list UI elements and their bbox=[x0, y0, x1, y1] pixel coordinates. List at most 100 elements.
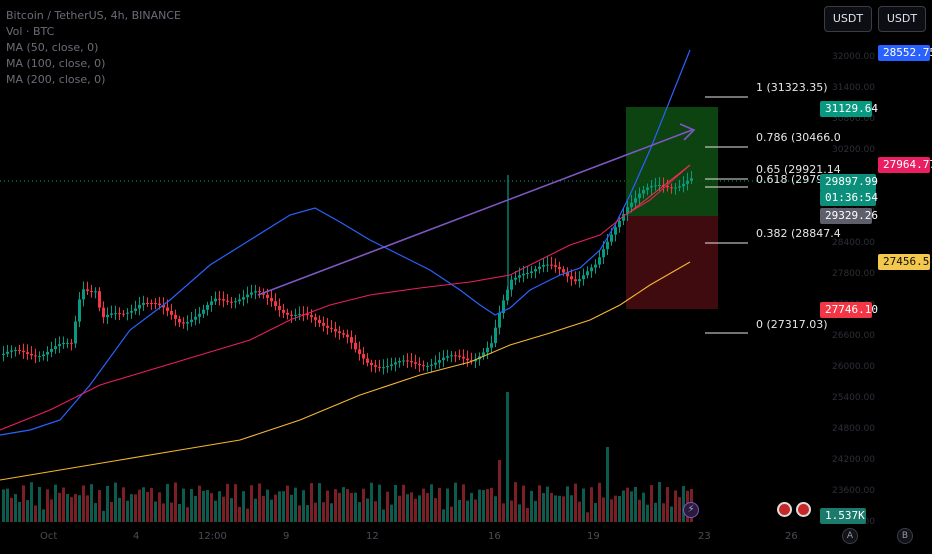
lightning-icon[interactable]: ⚡ bbox=[683, 502, 699, 518]
volume-bar bbox=[638, 499, 641, 522]
volume-bar bbox=[234, 484, 237, 522]
candle-body bbox=[238, 299, 241, 302]
candle-body bbox=[78, 299, 81, 322]
volume-bar bbox=[22, 485, 25, 522]
candle-body bbox=[422, 365, 425, 367]
candle-body bbox=[342, 333, 345, 335]
candle-body bbox=[62, 342, 65, 345]
candle-body bbox=[14, 350, 17, 352]
axis-label: 27800.00 bbox=[832, 269, 875, 279]
volume-bar bbox=[218, 491, 221, 522]
price-tag-top: 28552.75 bbox=[878, 45, 932, 61]
ma200-line[interactable] bbox=[0, 261, 691, 481]
volume-bar bbox=[178, 504, 181, 522]
candle-body bbox=[218, 298, 221, 300]
axis-label: 26000.00 bbox=[832, 362, 875, 372]
candle-body bbox=[54, 346, 57, 349]
currency-button-left[interactable]: USDT bbox=[824, 6, 872, 32]
volume-bar bbox=[30, 482, 33, 522]
candle-body bbox=[142, 302, 145, 305]
volume-bar bbox=[46, 489, 49, 522]
candle-body bbox=[334, 328, 337, 332]
candle-body bbox=[338, 331, 341, 334]
candle-body bbox=[406, 360, 409, 362]
volume-bar bbox=[230, 498, 233, 522]
candle-body bbox=[650, 186, 653, 188]
volume-bar bbox=[362, 488, 365, 522]
volume-bar bbox=[490, 487, 493, 522]
candle-body bbox=[162, 305, 165, 308]
candle-body bbox=[566, 272, 569, 277]
candle-body bbox=[590, 267, 593, 272]
candle-body bbox=[314, 317, 317, 320]
x-label-9: 9 bbox=[283, 531, 290, 542]
volume-bar bbox=[258, 483, 261, 522]
volume-bar bbox=[618, 496, 621, 522]
volume-bar bbox=[378, 484, 381, 522]
ma100-line[interactable] bbox=[0, 164, 691, 431]
long-stop-zone[interactable] bbox=[626, 216, 718, 309]
volume-bar bbox=[242, 491, 245, 522]
candle-body bbox=[534, 269, 537, 272]
candle-body bbox=[58, 344, 61, 347]
volume-bar bbox=[338, 492, 341, 522]
candle-body bbox=[170, 310, 173, 315]
candle-body bbox=[114, 313, 117, 315]
volume-bar bbox=[678, 497, 681, 522]
candle-body bbox=[298, 314, 301, 316]
candle-body bbox=[682, 183, 685, 187]
candle-body bbox=[278, 305, 281, 310]
volume-bar bbox=[518, 504, 521, 522]
volume-bar bbox=[334, 489, 337, 522]
symbol-title[interactable]: Bitcoin / TetherUS, 4h, BINANCE bbox=[6, 9, 182, 22]
long-target-zone[interactable] bbox=[626, 107, 718, 216]
volume-bar bbox=[6, 488, 9, 522]
volume-bar bbox=[238, 506, 241, 522]
volume-bar bbox=[326, 490, 329, 522]
volume-bar bbox=[602, 497, 605, 522]
price-tag-target: 31129.64 bbox=[820, 101, 878, 117]
ma50-legend[interactable]: MA (50, close, 0) bbox=[6, 41, 99, 54]
volume-legend[interactable]: Vol · BTC bbox=[6, 25, 55, 38]
volume-bar bbox=[282, 491, 285, 522]
volume-bar bbox=[118, 497, 121, 522]
volume-bar bbox=[50, 499, 53, 522]
volume-bar bbox=[354, 492, 357, 522]
volume-bar bbox=[514, 482, 517, 522]
volume-bar bbox=[486, 489, 489, 522]
candle-body bbox=[658, 184, 661, 186]
volume-bar bbox=[210, 493, 213, 522]
trend-arrow-line[interactable] bbox=[257, 129, 693, 296]
currency-button-right[interactable]: USDT bbox=[878, 6, 926, 32]
volume-bar bbox=[630, 491, 633, 522]
candle-body bbox=[610, 234, 613, 242]
candle-body bbox=[542, 265, 545, 267]
volume-bar bbox=[482, 490, 485, 522]
candle-body bbox=[466, 358, 469, 361]
log-scale-button[interactable]: B bbox=[897, 528, 913, 544]
volume-bar bbox=[270, 499, 273, 522]
price-tag-ma200: 27456.54 bbox=[878, 254, 932, 270]
volume-bar bbox=[658, 482, 661, 522]
volume-bar bbox=[294, 487, 297, 522]
candle-body bbox=[498, 313, 501, 328]
ma100-legend[interactable]: MA (100, close, 0) bbox=[6, 57, 106, 70]
candle-body bbox=[86, 289, 89, 291]
us-flag-icon-2[interactable] bbox=[796, 502, 811, 517]
auto-scale-button[interactable]: A bbox=[842, 528, 858, 544]
pattern-line[interactable] bbox=[629, 164, 691, 213]
ma50-line[interactable] bbox=[0, 49, 691, 436]
candle-body bbox=[206, 305, 209, 310]
us-flag-icon[interactable] bbox=[777, 502, 792, 517]
ma200-legend[interactable]: MA (200, close, 0) bbox=[6, 73, 106, 86]
candle-body bbox=[150, 302, 153, 304]
volume-bar bbox=[154, 501, 157, 522]
candle-body bbox=[126, 312, 129, 314]
candle-body bbox=[574, 279, 577, 282]
candle-body bbox=[462, 356, 465, 359]
candle-body bbox=[242, 297, 245, 300]
x-label-12: 12 bbox=[366, 531, 379, 542]
candle-body bbox=[394, 362, 397, 365]
